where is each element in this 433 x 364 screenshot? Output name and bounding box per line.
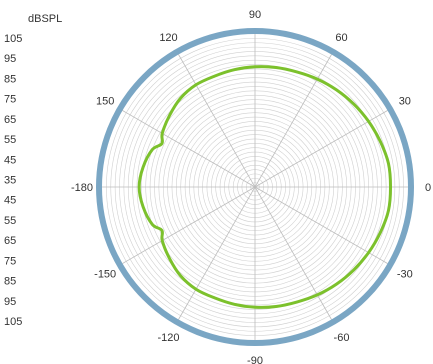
radial-scale-label: 35: [4, 175, 16, 187]
radial-scale-label: 45: [4, 195, 16, 207]
angle-labels: 0 30 60 90 120 150 -180 -150 -120 -90 -60 -30: [71, 9, 431, 364]
grid-spoke: [178, 54, 256, 188]
radial-scale-label: 105: [4, 33, 22, 45]
angle-label: 90: [249, 9, 261, 21]
angle-label: -180: [71, 182, 93, 194]
radial-scale-label: 95: [4, 296, 16, 308]
radial-scale-label: 45: [4, 154, 16, 166]
radial-scale-label: 85: [4, 73, 16, 85]
radial-scale-label: 55: [4, 215, 16, 227]
radial-scale-label: 65: [4, 235, 16, 247]
radial-scale-label: 55: [4, 134, 16, 146]
grid-spoke: [254, 186, 388, 264]
radial-scale-label: 75: [4, 255, 16, 267]
grid-spoke: [254, 54, 332, 188]
angle-label: 150: [96, 96, 114, 108]
angle-label: 60: [335, 32, 347, 44]
angle-label: -120: [157, 332, 179, 344]
angle-label: 0: [425, 182, 431, 194]
grid-spoke: [254, 186, 332, 320]
angle-label: -30: [397, 269, 413, 281]
angle-label: -90: [247, 355, 263, 364]
polar-grid: [102, 34, 408, 340]
radial-scale-label: 65: [4, 114, 16, 126]
angle-label: -60: [334, 332, 350, 344]
radial-scale-label: 75: [4, 94, 16, 106]
angle-label: 120: [159, 32, 177, 44]
radial-scale-label: 95: [4, 53, 16, 65]
unit-label: dBSPL: [28, 13, 62, 25]
grid-spoke: [122, 186, 256, 264]
angle-label: -150: [94, 269, 116, 281]
grid-spoke: [254, 110, 388, 188]
grid-spoke: [122, 110, 256, 188]
radial-scale-label: 85: [4, 276, 16, 288]
outer-ring: [96, 28, 414, 346]
series-line: [137, 65, 393, 309]
radial-scale-label: 105: [4, 316, 22, 328]
radial-scale-labels: 105 95 85 75 65 55 45 35 45 55 65 75 85 95 105: [4, 33, 22, 328]
grid-spoke: [178, 186, 256, 320]
angle-label: 30: [399, 96, 411, 108]
